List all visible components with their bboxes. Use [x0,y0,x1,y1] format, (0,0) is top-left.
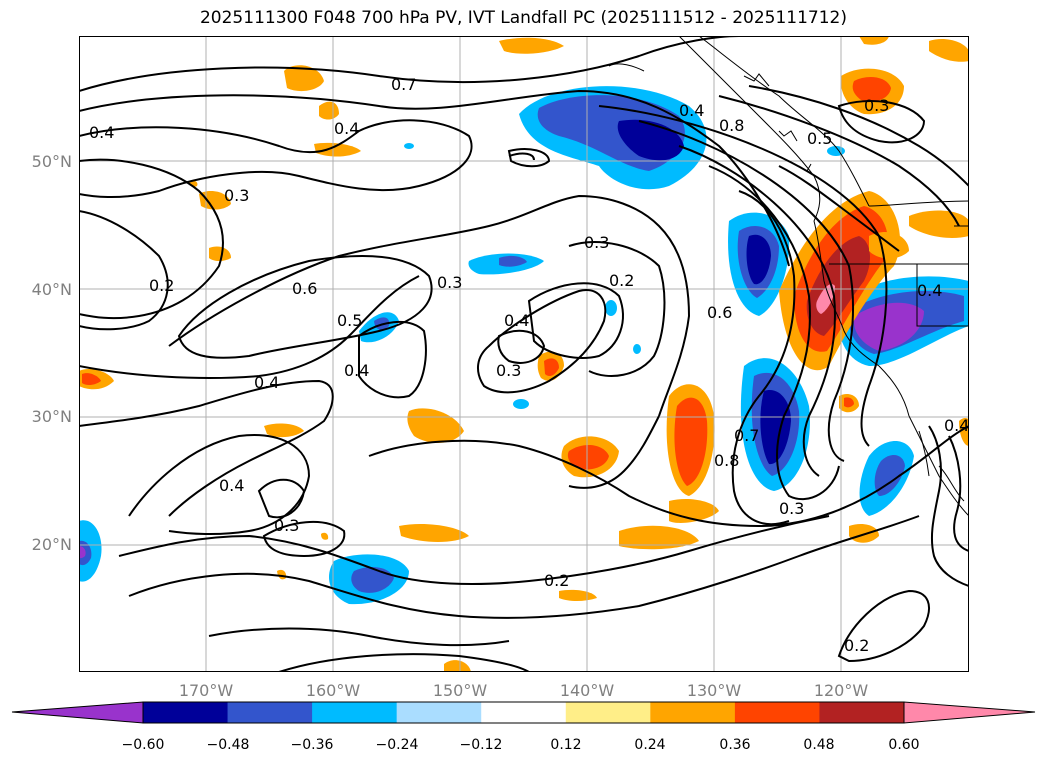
contour-label: 0.4 [504,311,529,330]
colorbar-segment [650,702,736,723]
contour-label: 0.6 [292,279,317,298]
contour-label: 0.3 [779,499,804,518]
colorbar-tick-label: −0.12 [459,737,503,753]
lat-label-20n: 20°N [31,535,72,554]
map-panel: 0.7 0.4 0.4 0.3 0.2 0.6 0.5 0.4 0.4 0.3 … [79,36,969,672]
contour-label: 0.3 [864,96,889,115]
colorbar-tick-label: −0.60 [121,737,165,753]
lon-label-130w: 130°W [686,681,742,700]
lat-label-50n: 50°N [31,152,72,171]
lon-label-170w: 170°W [178,681,234,700]
contour-label: 0.4 [344,361,369,380]
map-title: 2025111300 F048 700 hPa PV, IVT Landfall… [199,8,847,28]
colorbar-tick-label: 0.48 [803,737,835,753]
contour-label: 0.4 [89,123,114,142]
lat-label-30n: 30°N [31,407,72,426]
contour-label: 0.5 [807,129,832,148]
map-canvas: 0.7 0.4 0.4 0.3 0.2 0.6 0.5 0.4 0.4 0.3 … [79,36,969,672]
colorbar-segment [481,702,567,723]
contour-label: 0.5 [337,311,362,330]
colorbar-segment [227,702,313,723]
lon-label-160w: 160°W [305,681,361,700]
contour-label: 0.2 [844,636,869,655]
colorbar-segment [734,702,820,723]
colorbar-tick-label: 0.60 [888,737,920,753]
contour-label: 0.4 [334,119,359,138]
colorbar [11,701,1036,724]
contour-label: 0.3 [224,186,249,205]
lon-label-120w: 120°W [813,681,869,700]
lat-label-40n: 40°N [31,280,72,299]
map-border [79,36,969,672]
colorbar-extension-high [904,702,1035,723]
colorbar-segment [396,702,482,723]
contour-label: 0.4 [917,281,942,300]
colorbar-tick-label: −0.24 [375,737,419,753]
contour-label: 0.2 [149,276,174,295]
colorbar-tick-label: 0.12 [550,737,582,753]
lon-label-150w: 150°W [432,681,488,700]
ivt-contours [79,36,969,672]
contour-label: 0.3 [496,361,521,380]
colorbar-tick-label: 0.36 [719,737,751,753]
contour-label: 0.7 [391,75,416,94]
colorbar-segment [312,702,398,723]
colorbar-segment [819,702,905,723]
contour-label: 0.2 [544,571,569,590]
colorbar-segment [143,702,229,723]
contour-label: 0.3 [584,233,609,252]
contour-label: 0.4 [944,416,969,435]
colorbar-tick-label: 0.24 [634,737,666,753]
colorbar-extension-low [12,702,143,723]
contour-label: 0.3 [274,516,299,535]
contour-label: 0.8 [714,451,739,470]
colorbar-segments [12,702,1035,723]
contour-label: 0.3 [437,273,462,292]
lon-label-140w: 140°W [559,681,615,700]
grid-lines [79,36,969,672]
contour-label: 0.8 [719,116,744,135]
colorbar-segment [565,702,651,723]
contour-label: 0.7 [734,426,759,445]
contour-label: 0.4 [219,476,244,495]
contour-labels: 0.7 0.4 0.4 0.3 0.2 0.6 0.5 0.4 0.4 0.3 … [89,75,969,655]
contour-label: 0.4 [254,373,279,392]
contour-label: 0.2 [609,271,634,290]
contour-label: 0.4 [679,101,704,120]
contour-label: 0.6 [707,303,732,322]
colorbar-tick-label: −0.36 [290,737,334,753]
colorbar-tick-label: −0.48 [206,737,250,753]
